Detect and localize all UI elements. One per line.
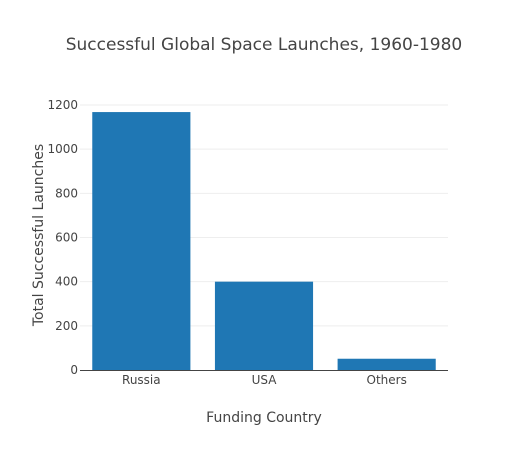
bars [92, 112, 436, 371]
chart-title: Successful Global Space Launches, 1960-1… [66, 35, 463, 55]
y-tick-label: 0 [70, 363, 78, 377]
bar-russia [92, 112, 191, 371]
y-tick-label: 800 [55, 186, 78, 200]
y-axis-tick-labels: 0 200 400 600 800 1000 1200 [47, 98, 78, 377]
x-axis-title: Funding Country [206, 410, 322, 426]
bar-usa [214, 281, 314, 370]
x-tick-label: USA [252, 373, 278, 387]
y-tick-label: 600 [55, 231, 78, 245]
y-tick-label: 400 [55, 275, 78, 289]
x-tick-label: Others [367, 373, 407, 387]
y-tick-label: 200 [55, 319, 78, 333]
y-tick-label: 1200 [47, 98, 78, 112]
x-tick-label: Russia [122, 373, 161, 387]
y-tick-label: 1000 [47, 142, 78, 156]
x-axis-tick-labels: Russia USA Others [122, 373, 407, 387]
y-axis-title: Total Successful Launches [31, 144, 47, 327]
bar-others [337, 358, 436, 370]
